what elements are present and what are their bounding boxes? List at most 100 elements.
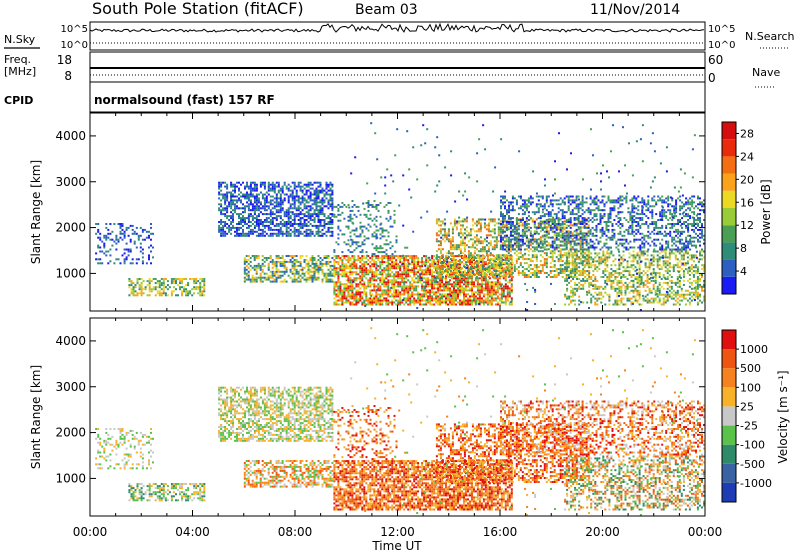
echo-cell	[389, 273, 391, 275]
echo-cell	[347, 287, 349, 289]
echo-cell	[540, 238, 542, 240]
echo-cell	[466, 244, 468, 246]
echo-cell	[310, 205, 312, 207]
echo-cell	[320, 184, 322, 186]
echo-cell	[314, 225, 316, 227]
echo-cell	[308, 233, 310, 235]
echo-cell	[487, 304, 489, 306]
echo-cell	[429, 269, 431, 271]
echo-cell	[367, 269, 369, 271]
echo-cell	[502, 237, 504, 239]
echo-cell	[415, 277, 417, 279]
echo-cell	[282, 223, 284, 225]
echo-cell	[473, 300, 475, 302]
echo-cell	[536, 254, 538, 256]
echo-cell	[409, 289, 411, 291]
echo-cell	[375, 273, 377, 275]
echo-cell	[328, 227, 330, 229]
echo-cell	[472, 246, 474, 248]
echo-cell	[427, 289, 429, 291]
echo-cell	[473, 291, 475, 293]
echo-cell	[349, 259, 351, 261]
echo-cell	[282, 186, 284, 188]
echo-cell	[149, 294, 151, 296]
echo-cell	[113, 241, 115, 243]
echo-cell	[286, 215, 288, 217]
echo-cell	[304, 261, 306, 263]
echo-cell	[377, 259, 379, 261]
echo-cell	[564, 272, 566, 274]
echo-cell	[286, 233, 288, 235]
echo-cell	[393, 287, 395, 289]
echo-cell	[425, 293, 427, 295]
echo-cell	[576, 237, 578, 239]
echo-cell	[409, 302, 411, 304]
echo-cell	[572, 224, 574, 226]
echo-cell	[452, 264, 454, 266]
echo-cell	[236, 186, 238, 188]
echo-cell	[461, 281, 463, 283]
echo-cell	[464, 232, 466, 234]
echo-cell	[437, 291, 439, 293]
echo-cell	[528, 226, 530, 228]
echo-cell	[367, 271, 369, 273]
echo-cell	[322, 279, 324, 281]
echo-cell	[558, 203, 560, 205]
echo-cell	[389, 275, 391, 277]
echo-cell	[452, 246, 454, 248]
echo-cell	[510, 217, 512, 219]
echo-cell	[256, 225, 258, 227]
echo-cell	[298, 231, 300, 233]
echo-cell	[367, 297, 369, 299]
echo-cell	[395, 259, 397, 261]
echo-cell	[510, 254, 512, 256]
echo-cell	[268, 279, 270, 281]
echo-cell	[502, 215, 504, 217]
echo-cell	[465, 295, 467, 297]
echo-cell	[367, 304, 369, 306]
echo-cell	[500, 235, 502, 237]
echo-cell	[234, 211, 236, 213]
echo-cell	[582, 241, 584, 243]
echo-cell	[431, 271, 433, 273]
echo-cell	[270, 277, 272, 279]
echo-cell	[173, 286, 175, 288]
echo-cell	[226, 196, 228, 198]
echo-cell	[532, 256, 534, 258]
echo-cell	[393, 285, 395, 287]
echo-cell	[272, 203, 274, 205]
echo-cell	[359, 293, 361, 295]
echo-cell	[254, 227, 256, 229]
echo-cell	[335, 273, 337, 275]
echo-cell	[492, 218, 494, 220]
echo-cell	[331, 209, 333, 211]
echo-cell	[453, 283, 455, 285]
echo-cell	[252, 233, 254, 235]
echo-cell	[280, 201, 282, 203]
echo-cell	[230, 192, 232, 194]
echo-cell	[502, 197, 504, 199]
echo-cell	[518, 247, 520, 249]
echo-cell	[473, 297, 475, 299]
echo-cell	[316, 203, 318, 205]
echo-cell	[522, 229, 524, 231]
echo-cell	[391, 255, 393, 257]
echo-cell	[355, 273, 357, 275]
echo-cell	[345, 265, 347, 267]
echo-cell	[566, 270, 568, 272]
echo-cell	[524, 223, 526, 225]
echo-cell	[343, 283, 345, 285]
echo-cell	[556, 276, 558, 278]
echo-cell	[278, 201, 280, 203]
echo-cell	[552, 199, 554, 201]
echo-cell	[290, 205, 292, 207]
echo-cell	[391, 279, 393, 281]
echo-cell	[427, 285, 429, 287]
echo-cell	[230, 205, 232, 207]
echo-cell	[450, 222, 452, 224]
echo-cell	[278, 203, 280, 205]
echo-cell	[528, 215, 530, 217]
echo-cell	[500, 270, 502, 272]
echo-cell	[502, 270, 504, 272]
